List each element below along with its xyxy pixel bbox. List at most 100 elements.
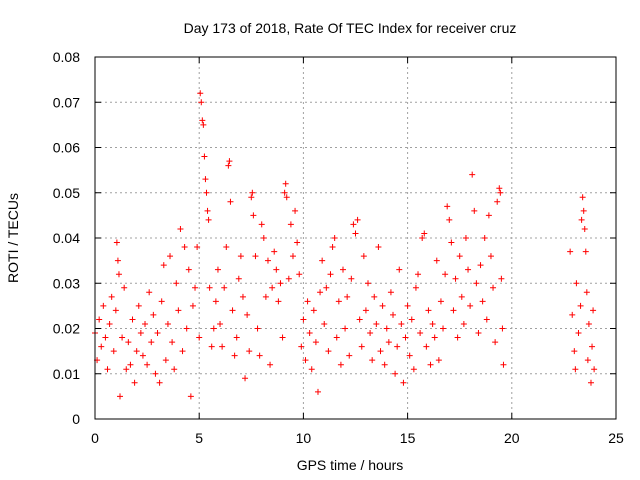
data-point: [179, 348, 186, 355]
data-point: [242, 375, 249, 382]
data-point: [275, 298, 282, 305]
data-point: [199, 117, 206, 124]
data-point: [100, 302, 107, 309]
data-point: [239, 293, 246, 300]
data-point: [317, 289, 324, 296]
data-point: [331, 235, 338, 241]
data-point: [333, 334, 340, 341]
data-point: [139, 352, 146, 359]
data-point: [310, 307, 317, 314]
data-point: [410, 366, 417, 373]
data-point: [283, 194, 290, 201]
data-point: [112, 307, 119, 314]
data-point: [446, 216, 453, 223]
data-point: [369, 357, 376, 364]
data-point: [456, 253, 463, 260]
data-point: [248, 194, 255, 201]
data-point: [200, 121, 207, 128]
plot-frame: [94, 56, 617, 420]
data-point: [465, 266, 472, 273]
data-point: [212, 298, 219, 305]
data-point: [267, 361, 274, 368]
data-point: [454, 334, 461, 341]
data-point: [475, 330, 482, 337]
data-point: [114, 257, 121, 264]
data-point: [252, 253, 259, 260]
data-point: [437, 298, 444, 305]
data-point: [319, 257, 326, 264]
data-point: [244, 311, 251, 318]
y-tick-label: 0.07: [53, 94, 80, 110]
y-tick-label: 0.03: [53, 275, 80, 291]
data-point: [300, 316, 307, 323]
data-point: [583, 289, 590, 296]
data-point: [237, 253, 244, 260]
data-point: [108, 293, 115, 300]
data-point: [117, 393, 124, 400]
data-point: [194, 244, 201, 251]
data-point: [273, 266, 280, 273]
data-point: [483, 316, 490, 323]
data-point: [383, 325, 390, 332]
data-point: [219, 343, 226, 350]
data-point: [423, 343, 430, 350]
data-point: [282, 180, 289, 187]
data-point: [582, 248, 589, 255]
data-point: [398, 320, 405, 327]
data-point: [225, 162, 232, 169]
data-point: [233, 334, 240, 341]
data-point: [500, 361, 507, 368]
data-point: [452, 275, 459, 282]
data-point: [379, 302, 386, 309]
x-tick-label: 25: [608, 430, 624, 446]
data-point: [590, 307, 597, 314]
data-point: [102, 334, 109, 341]
data-point: [435, 357, 442, 364]
data-point: [198, 99, 205, 106]
data-point: [499, 325, 506, 332]
data-point: [150, 311, 157, 318]
y-tick-label: 0.02: [53, 321, 80, 337]
data-point: [354, 216, 361, 223]
data-point: [408, 316, 415, 323]
data-point: [497, 189, 504, 196]
data-point: [187, 393, 194, 400]
tick-labels: 0 5 10 15 20 25 0 0.01 0.02 0.03 0.04 0.05 0.06 0.07 0…: [53, 49, 624, 446]
data-point: [458, 293, 465, 300]
data-point: [98, 343, 105, 350]
data-point: [581, 225, 588, 232]
data-point: [204, 207, 211, 214]
data-point: [469, 171, 476, 178]
data-point: [571, 348, 578, 355]
data-point: [169, 339, 176, 346]
data-point: [429, 320, 436, 327]
data-point: [160, 262, 167, 269]
data-point: [346, 352, 353, 359]
data-point: [396, 266, 403, 273]
data-point: [171, 366, 178, 373]
data-point: [197, 90, 204, 97]
data-point: [348, 275, 355, 282]
data-point: [444, 203, 451, 210]
data-point: [460, 320, 467, 327]
data-point: [277, 280, 284, 287]
data-point: [217, 320, 224, 327]
data-point: [129, 316, 136, 323]
data-point: [587, 379, 594, 386]
data-point: [327, 271, 334, 278]
data-point: [352, 230, 359, 237]
data-point: [481, 235, 488, 241]
data-point: [131, 379, 138, 386]
data-point: [201, 153, 208, 160]
data-point: [584, 357, 591, 364]
data-point: [425, 307, 432, 314]
data-point: [177, 225, 184, 232]
data-point: [256, 352, 263, 359]
data-point: [567, 248, 574, 255]
data-point: [226, 158, 233, 165]
data-point: [394, 343, 401, 350]
data-point: [250, 212, 257, 219]
data-point: [304, 298, 311, 305]
data-point: [214, 266, 221, 273]
